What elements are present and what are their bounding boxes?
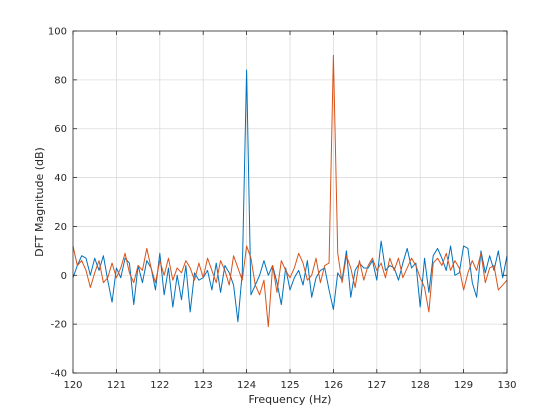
y-tick-label: 20 xyxy=(54,222,67,233)
x-tick-label: 122 xyxy=(150,380,169,391)
y-tick-label: 80 xyxy=(54,75,67,86)
x-tick-label: 128 xyxy=(411,380,430,391)
x-tick-label: 124 xyxy=(237,380,256,391)
series-group xyxy=(72,54,508,328)
x-tick-label: 127 xyxy=(367,380,386,391)
x-tick-label: 125 xyxy=(280,380,299,391)
y-tick-label: 40 xyxy=(54,173,67,184)
x-tick-label: 126 xyxy=(324,380,343,391)
y-tick-label: 60 xyxy=(54,124,67,135)
x-tick-label: 123 xyxy=(194,380,213,391)
series-line-1 xyxy=(72,69,508,323)
y-tick-label: -20 xyxy=(51,320,67,331)
y-axis-label: DFT Magnitude (dB) xyxy=(33,147,46,257)
y-tick-label: 0 xyxy=(61,271,67,282)
series-line-2 xyxy=(72,54,508,328)
x-tick-label: 121 xyxy=(107,380,126,391)
x-axis-label: Frequency (Hz) xyxy=(249,393,332,406)
x-tick-label: 130 xyxy=(497,380,516,391)
tick-labels: 120 121 122 123 124 125 126 127 128 129 130 -40 -20 0… xyxy=(48,27,517,392)
x-tick-label: 120 xyxy=(63,380,82,391)
x-tick-label: 129 xyxy=(454,380,473,391)
y-tick-label: 100 xyxy=(48,27,67,38)
y-tick-label: -40 xyxy=(51,369,67,380)
ticks xyxy=(72,30,508,374)
grid xyxy=(73,31,507,373)
